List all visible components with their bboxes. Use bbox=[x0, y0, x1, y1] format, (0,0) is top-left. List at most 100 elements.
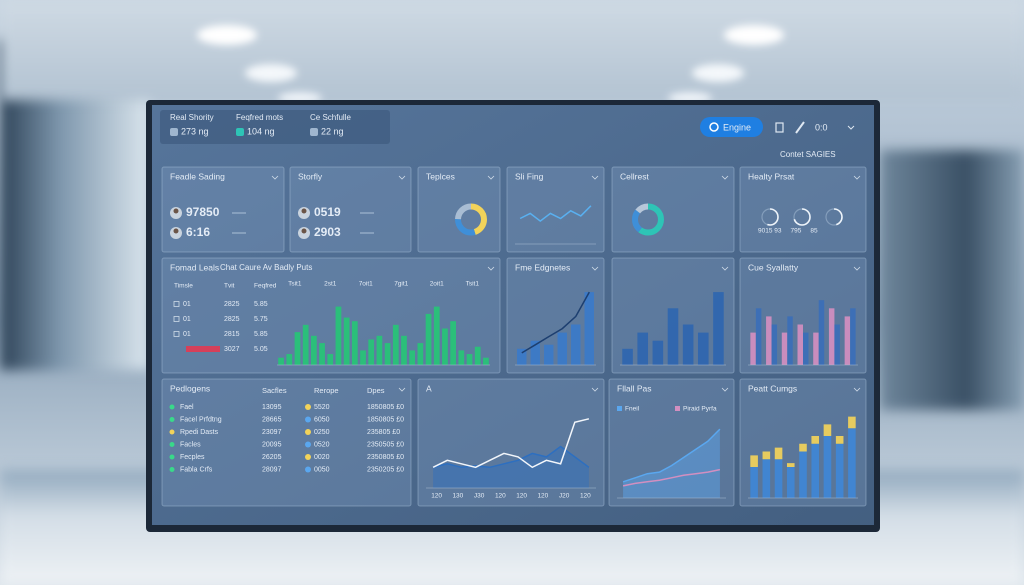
x-tick-label: J20 bbox=[559, 493, 570, 500]
ceiling bbox=[0, 0, 1024, 100]
bar bbox=[786, 467, 795, 498]
panel-menu[interactable] bbox=[487, 175, 495, 180]
column-header: Dpes bbox=[367, 386, 385, 395]
panel-menu[interactable] bbox=[721, 266, 729, 271]
dashboard: Real Shority 273 ng Feqfred mots 104 ng Ce S… bbox=[161, 113, 867, 507]
cell: Fecples bbox=[180, 454, 205, 461]
cell: 01 bbox=[183, 316, 191, 323]
light bbox=[692, 64, 744, 82]
panel-menu[interactable] bbox=[398, 387, 406, 392]
row-dot bbox=[169, 404, 175, 410]
panel-menu[interactable] bbox=[721, 387, 729, 392]
cell: 2825 bbox=[224, 316, 240, 323]
cell: 2350505 £0 bbox=[367, 441, 404, 448]
cell: 2350805 £0 bbox=[367, 454, 404, 461]
engine-button-label[interactable]: Engine bbox=[723, 122, 751, 132]
trash-icon[interactable] bbox=[775, 122, 784, 133]
bar bbox=[762, 459, 771, 498]
cell: 26205 bbox=[262, 454, 282, 461]
bar bbox=[750, 455, 758, 467]
bar bbox=[667, 308, 679, 365]
x-tick-label: 120 bbox=[495, 493, 506, 500]
avatar-head bbox=[173, 228, 179, 234]
cell: 01 bbox=[183, 301, 191, 308]
bar bbox=[835, 436, 844, 444]
cell: 5.75 bbox=[254, 316, 268, 323]
panel-menu[interactable] bbox=[853, 175, 861, 180]
panel bbox=[161, 257, 501, 374]
panel bbox=[739, 378, 867, 507]
engine-icon bbox=[709, 122, 719, 132]
line-area bbox=[433, 446, 589, 488]
panel-title: Fomad Leals bbox=[170, 262, 219, 272]
bar bbox=[787, 316, 793, 365]
cell: 3027 bbox=[224, 346, 240, 353]
bar bbox=[376, 335, 383, 365]
panel bbox=[506, 166, 605, 253]
panel-title: Pedlogens bbox=[170, 383, 210, 393]
legend-label: Piraid Pyrfa bbox=[683, 406, 717, 413]
bar bbox=[384, 343, 391, 365]
cell: 13095 bbox=[262, 404, 282, 411]
ceiling-lights bbox=[197, 25, 784, 104]
bar bbox=[474, 346, 481, 365]
bar bbox=[799, 443, 807, 452]
kpi-value: 2903 bbox=[314, 225, 341, 239]
cell: Facel Prfdtng bbox=[180, 416, 222, 423]
gauge-arc bbox=[761, 208, 779, 226]
panel-menu[interactable] bbox=[271, 175, 279, 180]
bar bbox=[750, 467, 758, 498]
clock: 0:0 bbox=[815, 122, 828, 132]
bar bbox=[425, 313, 432, 365]
row-dot bbox=[305, 416, 311, 423]
light bbox=[197, 25, 257, 45]
row-dot bbox=[305, 454, 311, 460]
panel-subtitle: Chat Caure Av Badly Puts bbox=[220, 263, 312, 272]
x-tick-label: Tsit1 bbox=[288, 281, 302, 288]
panel-menu[interactable] bbox=[853, 266, 861, 271]
bar bbox=[433, 306, 440, 365]
panel-menu[interactable] bbox=[398, 175, 406, 180]
x-tick-label: 120 bbox=[431, 493, 442, 500]
panel bbox=[608, 378, 735, 507]
cell: 20095 bbox=[262, 441, 282, 448]
cell: 0050 bbox=[314, 466, 330, 473]
bar bbox=[360, 350, 366, 365]
bar bbox=[828, 308, 835, 365]
row-dot bbox=[169, 454, 175, 460]
panel-menu[interactable] bbox=[591, 266, 599, 271]
row-dot bbox=[305, 429, 311, 435]
panel-menu[interactable] bbox=[487, 266, 495, 271]
row-dot bbox=[305, 466, 311, 473]
column-header: Rerope bbox=[314, 386, 339, 395]
panel-menu[interactable] bbox=[721, 175, 729, 180]
x-tick-label: 120 bbox=[580, 493, 591, 500]
row-check bbox=[173, 331, 180, 337]
row-dot bbox=[169, 467, 175, 472]
gauge-arc bbox=[793, 208, 811, 226]
panel bbox=[161, 378, 412, 507]
bar bbox=[450, 321, 457, 365]
stat-value: 22 ng bbox=[321, 126, 344, 136]
panel-menu[interactable] bbox=[591, 387, 599, 392]
bar bbox=[294, 332, 301, 365]
bar bbox=[409, 350, 416, 365]
panel-menu[interactable] bbox=[853, 387, 861, 392]
x-tick-label: Tsit1 bbox=[466, 281, 480, 288]
cell: 28097 bbox=[262, 466, 282, 473]
kpi-note bbox=[360, 232, 374, 234]
legend-swatch bbox=[617, 406, 622, 411]
avatar-head bbox=[301, 228, 307, 234]
panel-menu[interactable] bbox=[591, 175, 599, 180]
row-check bbox=[173, 301, 180, 307]
bar bbox=[823, 424, 832, 436]
engine-button[interactable] bbox=[700, 117, 763, 137]
bar bbox=[774, 447, 783, 460]
line bbox=[521, 291, 590, 354]
bar bbox=[786, 463, 795, 467]
pencil-icon[interactable] bbox=[795, 121, 805, 134]
cell: 6050 bbox=[314, 416, 330, 423]
x-tick-label: 130 bbox=[452, 493, 463, 500]
donut-segment bbox=[455, 203, 487, 236]
line bbox=[519, 205, 592, 223]
